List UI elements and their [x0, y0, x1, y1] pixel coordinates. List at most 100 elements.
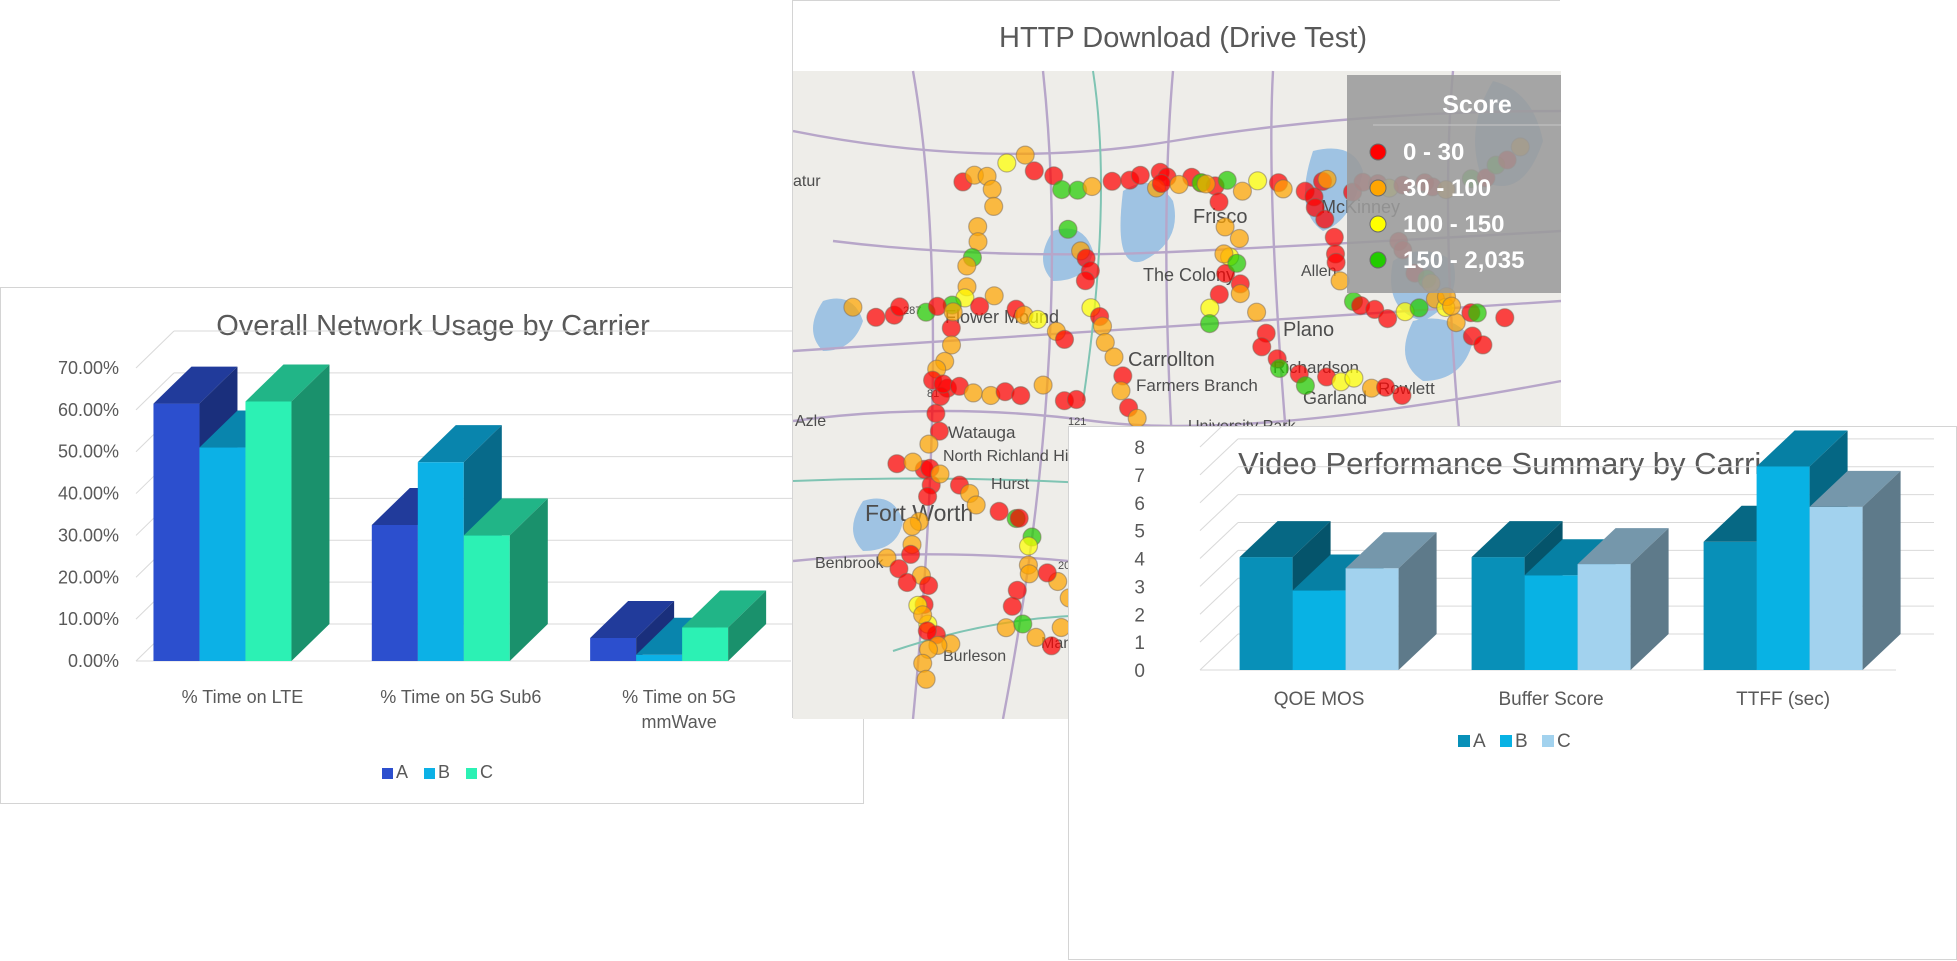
- c3-bar-front: [1471, 557, 1525, 670]
- c3-x-tick-label: QOE MOS: [1274, 689, 1365, 710]
- c1-bar-top: [590, 600, 675, 638]
- map-legend-swatch: [1369, 179, 1387, 197]
- map-place-label: The Colony: [1143, 265, 1235, 285]
- map-place-label: Garland: [1303, 388, 1367, 408]
- map-place-label: Hurst: [991, 476, 1030, 493]
- map-legend-label: 0 - 30: [1403, 139, 1464, 166]
- c3-y-tick-label: 3: [1134, 577, 1145, 598]
- c3-legend-label-B: B: [1515, 731, 1528, 752]
- c1-bar-side: [291, 364, 330, 661]
- map-data-point: [1377, 309, 1398, 329]
- map-data-point: [963, 383, 983, 403]
- map-data-point: [926, 403, 946, 423]
- map-data-point: [930, 464, 950, 484]
- map-data-point: [1130, 165, 1150, 185]
- map-road: [793, 379, 1561, 428]
- map-data-point: [1196, 174, 1216, 194]
- c3-bar-top: [1577, 528, 1669, 565]
- map-data-point: [970, 296, 990, 316]
- map-data-point: [1082, 176, 1102, 197]
- map-data-point: [1066, 389, 1086, 410]
- map-data-point: [1324, 227, 1344, 247]
- c1-legend-label-A: A: [396, 762, 408, 782]
- map-data-point: [1230, 284, 1250, 304]
- map-data-point: [1151, 173, 1171, 194]
- c1-y-tick-label: 20.00%: [58, 567, 119, 587]
- map-data-point: [984, 286, 1004, 306]
- map-data-point: [1315, 209, 1335, 229]
- c1-y-tick-label: 70.00%: [58, 358, 119, 378]
- map-data-point: [1248, 171, 1268, 191]
- map-data-point: [1409, 298, 1429, 318]
- video-performance-svg: Video Performance Summary by Carrier 0 1 2 3…: [1134, 427, 1934, 752]
- c3-x-tick-label: TTFF (sec): [1736, 689, 1830, 710]
- map-data-point: [1033, 375, 1053, 395]
- c1-y-tick-label: 60.00%: [58, 400, 119, 420]
- c3-bar-top: [1756, 430, 1848, 467]
- map-data-point: [989, 501, 1009, 521]
- map-data-point: [919, 434, 939, 454]
- c3-gridline-side: [1199, 577, 1239, 615]
- c1-bar-front: [682, 627, 729, 661]
- map-data-point: [1009, 508, 1029, 528]
- video-performance-chart: Video Performance Summary by Carrier 0 1 2 3…: [1068, 426, 1957, 960]
- c1-bar-C-1: [463, 498, 548, 661]
- c1-legend-swatch-A: [382, 768, 393, 779]
- map-data-point: [966, 495, 986, 515]
- c3-bar-C-0: [1345, 532, 1437, 670]
- map-place-label: Watauga: [948, 423, 1016, 442]
- map-data-point: [1365, 299, 1385, 319]
- c3-legend-label-A: A: [1473, 731, 1486, 752]
- map-data-point: [984, 196, 1004, 216]
- c3-bar-side: [1862, 470, 1901, 670]
- c1-bar-top: [153, 366, 238, 404]
- map-data-point: [1473, 335, 1493, 355]
- map-data-point: [1214, 244, 1234, 264]
- map-data-point: [1092, 316, 1113, 336]
- map-lake: [1405, 318, 1473, 381]
- c3-bar-side: [1630, 528, 1669, 670]
- map-data-point: [1075, 271, 1095, 291]
- c1-bar-side: [509, 498, 548, 661]
- c3-bar-front: [1524, 575, 1578, 670]
- map-data-point: [982, 179, 1002, 199]
- c1-gridline-side: [135, 330, 175, 369]
- map-data-point: [1054, 329, 1075, 349]
- c3-y-tick-label: 5: [1134, 522, 1145, 543]
- map-data-point: [1229, 228, 1249, 249]
- map-data-point: [1013, 614, 1033, 634]
- map-data-point: [996, 618, 1016, 638]
- c3-bar-front: [1577, 564, 1631, 670]
- map-data-point: [941, 318, 961, 338]
- map-data-point: [877, 548, 897, 568]
- c3-gridline-side: [1199, 494, 1239, 531]
- map-place-label: 121: [1068, 416, 1086, 428]
- c3-bar-front: [1292, 590, 1346, 670]
- map-data-point: [1232, 181, 1252, 201]
- map-data-point: [918, 486, 938, 507]
- c1-bar-front: [417, 462, 464, 661]
- c3-bar-front: [1756, 466, 1810, 670]
- c1-x-tick-label: % Time on 5G: [622, 687, 736, 707]
- c1-legend-label-B: B: [438, 762, 450, 782]
- map-data-point: [919, 575, 939, 596]
- c1-x-tick-label: % Time on 5G Sub6: [380, 687, 541, 707]
- c3-gridline-side: [1199, 466, 1239, 504]
- map-data-point: [941, 335, 962, 355]
- map-data-point: [957, 256, 977, 276]
- c3-bar-front: [1703, 541, 1757, 670]
- map-data-point: [1326, 252, 1346, 272]
- c3-gridline-side: [1199, 427, 1222, 448]
- map-data-point: [1028, 309, 1048, 330]
- c1-legend-label-C: C: [480, 762, 493, 782]
- map-data-point: [1052, 180, 1072, 200]
- c3-y-tick-label: 1: [1134, 633, 1145, 654]
- map-data-point: [1007, 580, 1027, 600]
- map-data-point: [887, 454, 907, 474]
- map-data-point: [1169, 174, 1189, 195]
- c3-bar-top: [1809, 470, 1901, 507]
- map-data-point: [1019, 564, 1039, 584]
- map-legend-swatch: [1369, 143, 1387, 161]
- c3-gridline-side: [1199, 522, 1239, 559]
- c1-y-tick-label: 30.00%: [58, 525, 119, 545]
